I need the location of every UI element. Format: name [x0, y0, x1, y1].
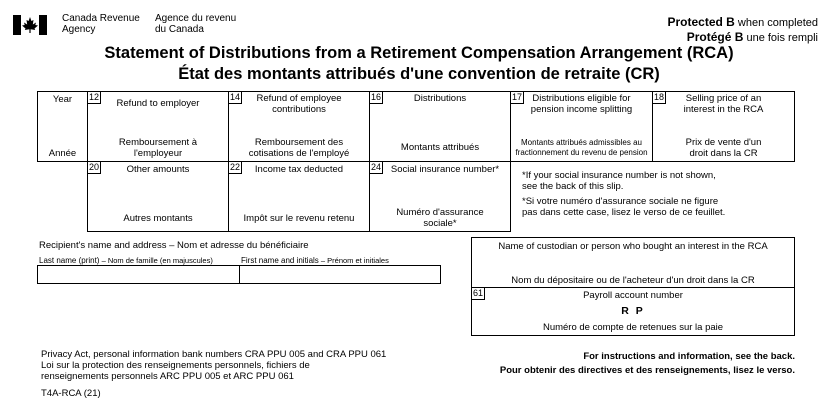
- custodian-box[interactable]: Name of custodian or person who bought a…: [471, 237, 795, 288]
- year-box[interactable]: Year Année: [37, 91, 88, 162]
- box-14-refund-employee-contributions[interactable]: 14 Refund of employee contributions Rembo…: [228, 91, 370, 162]
- sin-note-en: *If your social insurance number is not …: [522, 170, 716, 192]
- box-18-selling-price[interactable]: 18 Selling price of an interest in the RC…: [652, 91, 795, 162]
- box-61-payroll-account[interactable]: 61 Payroll account number R P Numéro de …: [471, 287, 795, 336]
- rp-indicator: R P: [621, 305, 645, 317]
- privacy-notice: Privacy Act, personal information bank n…: [41, 349, 387, 382]
- title-en: Statement of Distributions from a Retire…: [104, 44, 734, 62]
- sin-note-fr: *Si votre numéro d'assurance sociale ne …: [522, 196, 726, 218]
- box-17-eligible-pension-splitting[interactable]: 17 Distributions eligible for pension inc…: [510, 91, 653, 162]
- agency-name-en: Canada Revenue Agency: [62, 13, 140, 35]
- title-fr: État des montants attribués d'une conven…: [178, 65, 660, 83]
- box-16-distributions[interactable]: 16 Distributions Montants attribués: [369, 91, 511, 162]
- instructions-fr: Pour obtenir des directives et des rense…: [499, 365, 795, 376]
- instructions-en: For instructions and information, see th…: [583, 351, 795, 362]
- last-name-label: Last name (print) – Nom de famille (en m…: [39, 256, 213, 265]
- box-12-refund-to-employer[interactable]: 12 Refund to employer Remboursement à l'e…: [87, 91, 229, 162]
- box-22-income-tax-deducted[interactable]: 22 Income tax deducted Impôt sur le reve…: [228, 161, 370, 232]
- protected-en: Protected B when completed: [667, 15, 818, 29]
- box-20-other-amounts[interactable]: 20 Other amounts Autres montants: [87, 161, 229, 232]
- canada-flag-icon: [13, 15, 47, 35]
- protected-fr: Protégé B une fois rempli: [686, 30, 818, 44]
- form-id: T4A-RCA (21): [41, 388, 101, 399]
- first-name-label: First name and initials – Prénom et init…: [241, 256, 389, 265]
- last-name-field[interactable]: [37, 265, 240, 284]
- first-name-field[interactable]: [239, 265, 441, 284]
- agency-name-fr: Agence du revenu du Canada: [155, 13, 237, 35]
- recipient-heading: Recipient's name and address – Nom et ad…: [39, 240, 309, 251]
- box-24-social-insurance-number[interactable]: 24 Social insurance number* Numéro d'ass…: [369, 161, 511, 232]
